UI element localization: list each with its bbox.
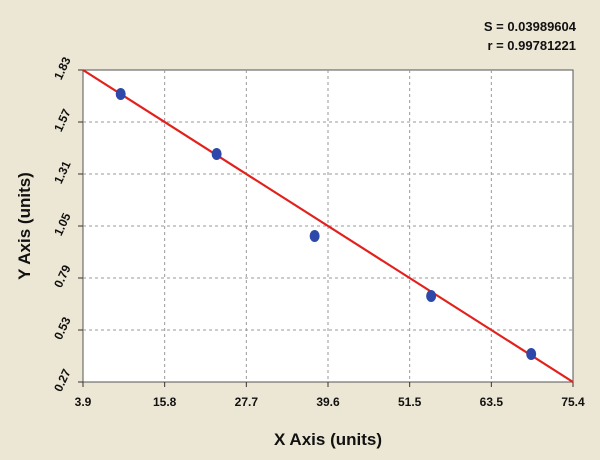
y-axis-label: Y Axis (units) bbox=[15, 172, 34, 280]
data-point bbox=[115, 88, 126, 100]
fit-line-group bbox=[82, 69, 574, 383]
data-points bbox=[115, 88, 537, 360]
x-tick-label: 27.7 bbox=[235, 395, 259, 409]
x-tick-label: 39.6 bbox=[316, 395, 340, 409]
y-tick-label: 0.79 bbox=[51, 262, 74, 289]
x-axis-label: X Axis (units) bbox=[274, 430, 382, 449]
x-tick-label: 15.8 bbox=[153, 395, 177, 409]
y-tick-label: 0.27 bbox=[51, 366, 74, 393]
x-tick-label: 63.5 bbox=[480, 395, 504, 409]
y-tick-label: 1.31 bbox=[51, 158, 74, 185]
y-tick-label: 1.83 bbox=[51, 54, 74, 81]
fit-line bbox=[82, 69, 574, 383]
x-tick-label: 75.4 bbox=[561, 395, 585, 409]
y-tick-label: 0.53 bbox=[51, 314, 74, 341]
s-statistic: S = 0.03989604 bbox=[484, 19, 577, 34]
data-point bbox=[309, 230, 320, 242]
data-point bbox=[211, 148, 222, 160]
data-point bbox=[426, 290, 437, 302]
y-tick-label: 1.05 bbox=[51, 210, 74, 237]
data-point bbox=[526, 348, 537, 360]
x-tick-label: 3.9 bbox=[75, 395, 92, 409]
x-tick-label: 51.5 bbox=[398, 395, 422, 409]
y-tick-label: 1.57 bbox=[51, 106, 74, 133]
r-statistic: r = 0.99781221 bbox=[487, 38, 576, 53]
